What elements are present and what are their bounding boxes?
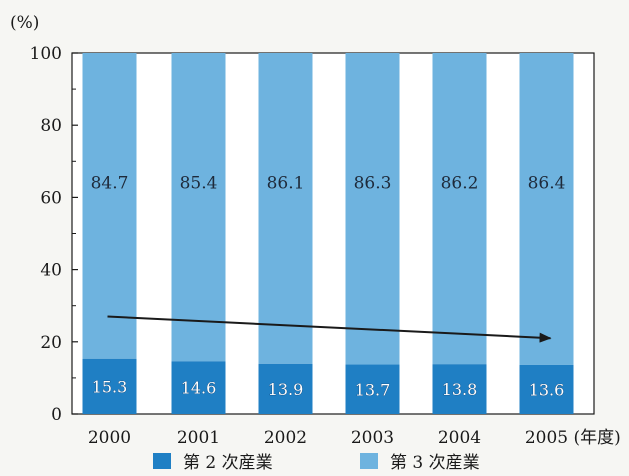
x-tick-label: 2004 [438, 428, 481, 448]
legend-swatch-secondary [153, 453, 171, 469]
bar-tertiary-2002 [258, 53, 313, 364]
x-axis-unit: (年度) [574, 428, 621, 448]
legend-swatch-tertiary [360, 453, 378, 469]
legend-label-secondary: 第 2 次産業 [183, 453, 273, 473]
bars-group: 84.7 15.3 85.4 14.6 86.1 13.9 86.3 13.7 86.2 13.8… [82, 53, 574, 414]
y-tick-label: 80 [40, 116, 62, 136]
x-tick-label: 2000 [88, 428, 131, 448]
data-label-tertiary-2005: 86.4 [528, 173, 566, 193]
bar-secondary-2000 [82, 358, 137, 414]
data-label-secondary-2000: 15.3 [92, 377, 128, 396]
bar-tertiary-2000 [82, 53, 137, 359]
data-label-tertiary-2002: 86.1 [267, 173, 305, 193]
y-tick-label: 40 [40, 261, 62, 281]
y-tick-label: 0 [51, 405, 62, 425]
y-tick-label: 60 [40, 188, 62, 208]
data-label-secondary-2004: 13.8 [442, 380, 478, 399]
data-label-secondary-2001: 14.6 [181, 379, 217, 398]
y-tick-label: 100 [30, 44, 62, 64]
x-tick-label: 2005 [525, 428, 568, 448]
bar-tertiary-2001 [171, 53, 226, 362]
x-tick-label: 2001 [177, 428, 220, 448]
bar-secondary-2002 [258, 363, 313, 414]
plot-area [71, 52, 595, 415]
trend-arrow [107, 315, 552, 343]
bar-secondary-2003 [345, 364, 400, 414]
bar-tertiary-2005 [519, 53, 574, 365]
data-label-secondary-2005: 13.6 [529, 380, 565, 399]
data-label-tertiary-2000: 84.7 [91, 173, 129, 193]
x-tick-label: 2002 [264, 428, 307, 448]
data-label-secondary-2003: 13.7 [355, 380, 391, 399]
bar-tertiary-2003 [345, 53, 400, 365]
y-axis-unit: (%) [10, 13, 39, 33]
data-label-secondary-2002: 13.9 [268, 380, 304, 399]
legend-label-tertiary: 第 3 次産業 [390, 453, 480, 473]
bar-secondary-2001 [171, 361, 226, 414]
data-label-tertiary-2003: 86.3 [354, 173, 392, 193]
y-axis: 0 20 40 60 80 100 [30, 44, 78, 425]
bar-secondary-2005 [519, 364, 574, 414]
data-label-tertiary-2004: 86.2 [441, 173, 479, 193]
legend: 第 2 次産業 第 3 次産業 [153, 453, 480, 473]
x-tick-label: 2003 [351, 428, 394, 448]
x-axis: 2000 2001 2002 2003 2004 2005 [88, 428, 568, 448]
y-tick-label: 20 [40, 333, 62, 353]
bar-tertiary-2004 [432, 53, 487, 365]
data-label-tertiary-2001: 85.4 [180, 173, 218, 193]
bar-secondary-2004 [432, 364, 487, 414]
